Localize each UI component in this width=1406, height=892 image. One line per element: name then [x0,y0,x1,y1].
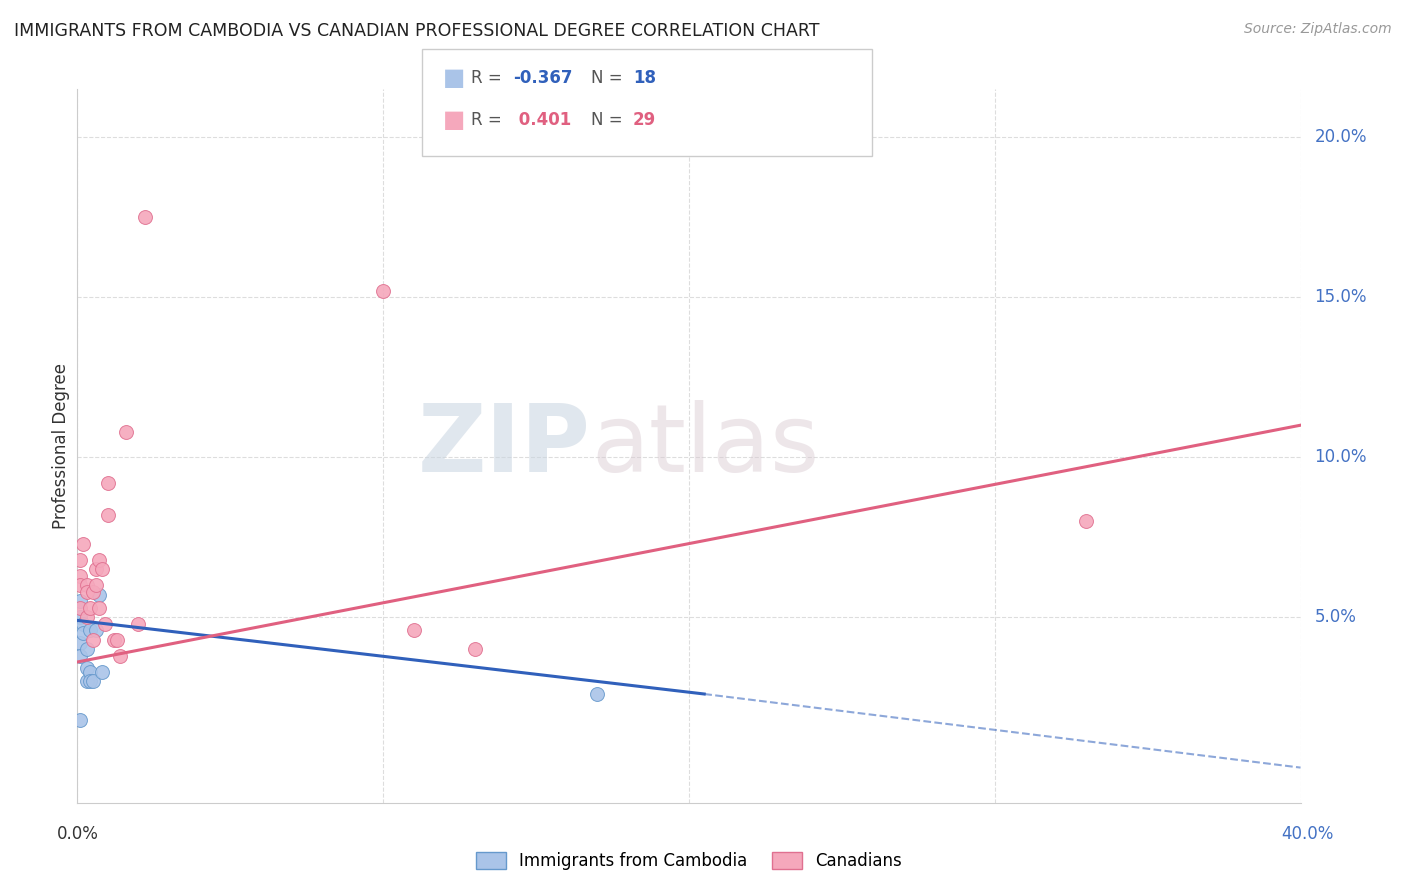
Text: 18: 18 [633,70,655,87]
Point [76,584,98,599]
Point [84,578,107,592]
Point [464,642,486,657]
Point [69,594,91,608]
Point [79,623,101,637]
Point [79,665,101,679]
Point [76,674,98,689]
Point [76,642,98,657]
Text: N =: N = [591,112,621,129]
Point [371,284,394,298]
Point [79,674,101,689]
Point [72,616,94,631]
Point [69,578,91,592]
Text: Source: ZipAtlas.com: Source: ZipAtlas.com [1244,22,1392,37]
Point [90,562,112,576]
Text: 5.0%: 5.0% [1315,608,1357,626]
Point [87,600,110,615]
Text: R =: R = [471,70,502,87]
Text: ZIP: ZIP [418,400,591,492]
Text: R =: R = [471,112,502,129]
Point [76,578,98,592]
Point [87,552,110,566]
Point [84,623,107,637]
Point [105,632,128,647]
Point [82,674,104,689]
Point [72,626,94,640]
Point [586,687,609,701]
Point [69,600,91,615]
Point [69,648,91,663]
Text: N =: N = [591,70,621,87]
Point [79,600,101,615]
Point [69,610,91,624]
Text: 40.0%: 40.0% [1281,825,1334,843]
Text: 0.401: 0.401 [513,112,571,129]
Y-axis label: Professional Degree: Professional Degree [52,363,70,529]
Point [402,623,425,637]
Legend: Immigrants from Cambodia, Canadians: Immigrants from Cambodia, Canadians [470,845,908,877]
Point [87,588,110,602]
Point [115,425,138,439]
Text: IMMIGRANTS FROM CAMBODIA VS CANADIAN PROFESSIONAL DEGREE CORRELATION CHART: IMMIGRANTS FROM CAMBODIA VS CANADIAN PRO… [14,22,820,40]
Point [1076,514,1098,528]
Text: 29: 29 [633,112,657,129]
Point [90,665,112,679]
Point [82,584,104,599]
Text: ■: ■ [443,67,465,90]
Point [127,616,149,631]
Text: 0.0%: 0.0% [56,825,98,843]
Point [69,713,91,727]
Text: 20.0%: 20.0% [1315,128,1367,146]
Point [94,616,117,631]
Point [82,632,104,647]
Point [69,552,91,566]
Point [84,562,107,576]
Text: 15.0%: 15.0% [1315,288,1367,306]
Point [76,661,98,675]
Point [97,508,120,522]
Text: 10.0%: 10.0% [1315,448,1367,467]
Text: ■: ■ [443,109,465,132]
Point [69,568,91,582]
Text: atlas: atlas [591,400,820,492]
Point [97,475,120,490]
Point [134,210,156,224]
Point [108,648,131,663]
Point [76,610,98,624]
Text: -0.367: -0.367 [513,70,572,87]
Point [72,536,94,550]
Point [69,636,91,650]
Point [103,632,125,647]
